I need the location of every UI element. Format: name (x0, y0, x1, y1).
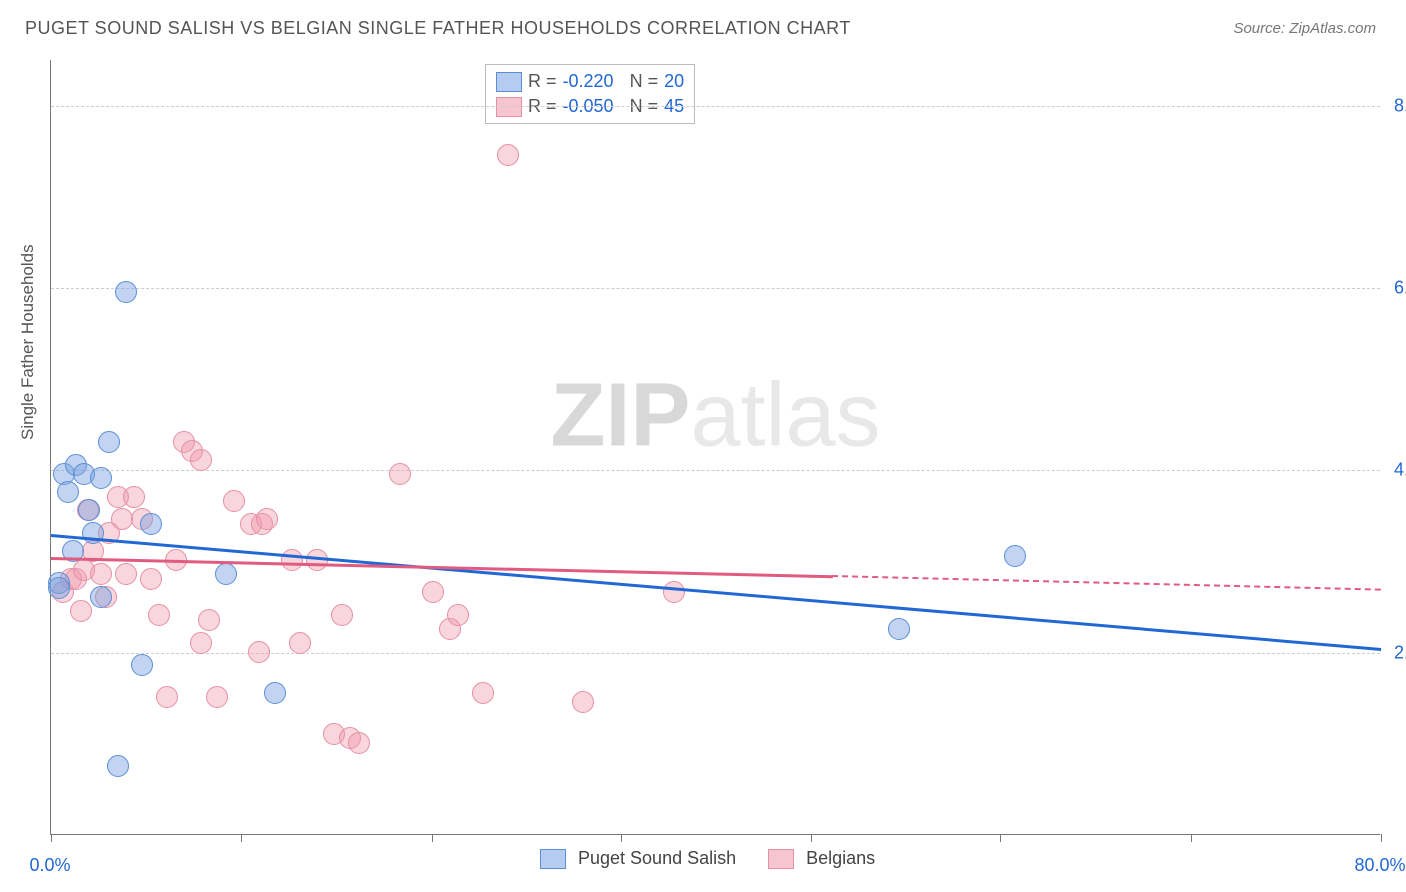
legend-series-bottom: Puget Sound Salish Belgians (540, 848, 875, 869)
watermark: ZIPatlas (550, 365, 880, 468)
r-value-1: -0.220 (563, 71, 614, 92)
scatter-point (289, 632, 311, 654)
scatter-point (131, 654, 153, 676)
y-tick-label: 4.0% (1394, 460, 1406, 481)
x-axis-max-label: 80.0% (1354, 855, 1405, 876)
scatter-point (111, 508, 133, 530)
scatter-point (447, 604, 469, 626)
n-value-1: 20 (664, 71, 684, 92)
legend-row-1: R = -0.220 N = 20 (496, 69, 684, 94)
n-label: N = (630, 71, 659, 92)
y-tick-label: 8.0% (1394, 95, 1406, 116)
swatch-series1-icon (496, 72, 522, 92)
scatter-point (190, 449, 212, 471)
scatter-point (90, 586, 112, 608)
scatter-point (140, 513, 162, 535)
gridline (51, 288, 1380, 289)
x-tick (51, 834, 52, 842)
x-axis-min-label: 0.0% (29, 855, 70, 876)
scatter-point (82, 522, 104, 544)
scatter-point (90, 563, 112, 585)
scatter-point (115, 281, 137, 303)
scatter-point (156, 686, 178, 708)
x-tick (1191, 834, 1192, 842)
y-axis-title: Single Father Households (18, 244, 38, 440)
x-tick (432, 834, 433, 842)
y-tick-label: 2.0% (1394, 642, 1406, 663)
scatter-point (572, 691, 594, 713)
x-tick (811, 834, 812, 842)
scatter-point (331, 604, 353, 626)
scatter-point (98, 431, 120, 453)
scatter-point (90, 467, 112, 489)
scatter-point (248, 641, 270, 663)
watermark-light: atlas (690, 366, 880, 466)
scatter-point (223, 490, 245, 512)
legend-correlation-box: R = -0.220 N = 20 R = -0.050 N = 45 (485, 64, 695, 124)
scatter-point (57, 481, 79, 503)
chart-title: PUGET SOUND SALISH VS BELGIAN SINGLE FAT… (25, 18, 851, 39)
scatter-point (281, 549, 303, 571)
scatter-point (306, 549, 328, 571)
trend-line (832, 575, 1381, 591)
swatch-series1-icon (540, 849, 566, 869)
scatter-point (215, 563, 237, 585)
scatter-point (70, 600, 92, 622)
scatter-point (1004, 545, 1026, 567)
scatter-point (140, 568, 162, 590)
scatter-point (115, 563, 137, 585)
scatter-point (107, 755, 129, 777)
scatter-point (198, 609, 220, 631)
r-label: R = (528, 71, 557, 92)
scatter-point (348, 732, 370, 754)
x-tick (1381, 834, 1382, 842)
scatter-point (48, 577, 70, 599)
scatter-point (206, 686, 228, 708)
scatter-point (256, 508, 278, 530)
gridline (51, 106, 1380, 107)
gridline (51, 470, 1380, 471)
scatter-point (472, 682, 494, 704)
scatter-point (663, 581, 685, 603)
trend-line (51, 534, 1381, 650)
scatter-point (78, 499, 100, 521)
scatter-point (190, 632, 212, 654)
scatter-point (422, 581, 444, 603)
scatter-point (123, 486, 145, 508)
chart-source: Source: ZipAtlas.com (1233, 20, 1376, 37)
x-tick (241, 834, 242, 842)
scatter-point (888, 618, 910, 640)
scatter-point (389, 463, 411, 485)
y-tick-label: 6.0% (1394, 277, 1406, 298)
legend-label-2: Belgians (806, 848, 875, 869)
x-tick (1000, 834, 1001, 842)
x-tick (621, 834, 622, 842)
scatter-point (148, 604, 170, 626)
plot-area: ZIPatlas R = -0.220 N = 20 R = -0.050 N … (50, 60, 1380, 835)
watermark-bold: ZIP (550, 366, 690, 466)
swatch-series2-icon (768, 849, 794, 869)
scatter-point (497, 144, 519, 166)
scatter-point (264, 682, 286, 704)
legend-label-1: Puget Sound Salish (578, 848, 736, 869)
